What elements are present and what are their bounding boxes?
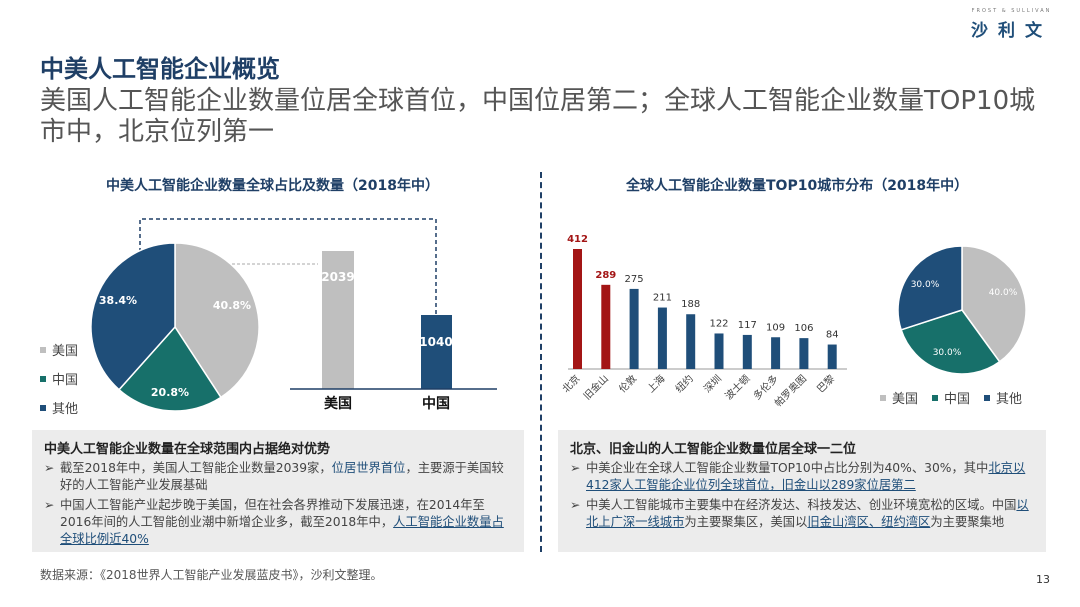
city-bar — [714, 333, 724, 369]
svg-text:中国: 中国 — [422, 395, 450, 412]
city-bar — [686, 314, 696, 369]
data-source-note: 数据来源：《2018世界人工智能产业发展蓝皮书》，沙利文整理。 — [40, 568, 383, 582]
left-bullet-2: ➢ 中国人工智能产业起步晚于美国，但在社会各界推动下发展迅速，在2014年至20… — [44, 498, 504, 546]
panel-divider — [540, 172, 542, 552]
logo-subtitle: FROST & SULLIVAN — [971, 8, 1052, 14]
right-pie: 40.0% 30.0% 30.0% — [897, 245, 1027, 375]
legend-item-usa: 美国 — [40, 335, 78, 364]
svg-text:美国: 美国 — [324, 395, 352, 412]
svg-text:275: 275 — [625, 274, 644, 285]
left-bullet-1: ➢ 截至2018年中，美国人工智能企业数量2039家，位居世界首位，主要源于美国… — [44, 461, 504, 492]
left-pie-legend: 美国 中国 其他 — [40, 335, 78, 422]
left-pie: 40.8% 20.8% 38.4% — [90, 242, 260, 412]
city-bar — [742, 334, 752, 369]
city-label: 深圳 — [701, 373, 724, 396]
arrow-bullet-icon: ➢ — [44, 498, 55, 512]
city-bar — [799, 338, 809, 369]
left-summary-box: 中美人工智能企业数量在全球范围内占据绝对优势 ➢ 截至2018年中，美国人工智能… — [32, 430, 524, 552]
left-box-title: 中美人工智能企业数量在全球范围内占据绝对优势 — [44, 442, 331, 457]
page-number: 13 — [1036, 573, 1050, 586]
svg-text:188: 188 — [681, 299, 700, 310]
right-box-title: 北京、旧金山的人工智能企业数量位居全球一二位 — [570, 442, 857, 457]
page-title: 中美人工智能企业概览 — [40, 55, 280, 83]
legend-swatch-icon — [40, 404, 46, 411]
right-pie-legend: 美国 中国 其他 — [880, 388, 1022, 407]
brand-logo: FROST & SULLIVAN 沙利文 — [971, 8, 1052, 41]
connector-dashed — [139, 218, 437, 316]
svg-text:412: 412 — [567, 234, 588, 245]
city-bar — [657, 307, 667, 369]
city-label: 上海 — [644, 372, 667, 395]
svg-text:20.8%: 20.8% — [151, 386, 189, 399]
right-chart-title: 全球人工智能企业数量TOP10城市分布（2018年中） — [626, 178, 969, 194]
bar-china — [421, 315, 452, 389]
right-summary-box: 北京、旧金山的人工智能企业数量位居全球一二位 ➢ 中美企业在全球人工智能企业数量… — [558, 430, 1046, 552]
svg-text:30.0%: 30.0% — [911, 280, 940, 290]
legend-item-china: 中国 — [40, 364, 78, 393]
right-bullet-2: ➢ 中美人工智能城市主要集中在经济发达、科技发达、创业环境宽松的区域。中国以北上… — [570, 498, 1029, 529]
svg-text:117: 117 — [738, 320, 757, 331]
svg-text:2039: 2039 — [321, 270, 354, 284]
svg-text:109: 109 — [766, 322, 785, 333]
city-bar-chart: 412 北京 289 旧金山 275 伦敦 211 上海 188 纽约 122 深圳 117 波士顿 109… — [559, 234, 847, 409]
city-label: 伦敦 — [616, 372, 639, 395]
svg-text:40.0%: 40.0% — [989, 288, 1018, 298]
legend-swatch-icon — [880, 394, 886, 401]
city-label: 波士顿 — [722, 372, 752, 402]
svg-text:30.0%: 30.0% — [933, 348, 962, 358]
city-label: 帕罗奥图 — [772, 372, 809, 409]
svg-text:106: 106 — [794, 323, 813, 334]
legend-swatch-icon — [932, 394, 939, 401]
left-chart-graphics: 40.8% 20.8% 38.4% 2039 1040 美国 中国 — [90, 218, 497, 412]
city-bar — [601, 284, 611, 369]
svg-text:40.8%: 40.8% — [213, 299, 251, 312]
legend-item-china: 中国 — [932, 388, 970, 407]
logo-text: 沙利文 — [971, 21, 1052, 41]
arrow-bullet-icon: ➢ — [570, 498, 581, 512]
page-subtitle: 美国人工智能企业数量位居全球首位，中国位居第二；全球人工智能企业数量TOP10城… — [40, 86, 1036, 147]
left-chart-title: 中美人工智能企业数量全球占比及数量（2018年中） — [106, 178, 439, 194]
legend-item-other: 其他 — [40, 393, 78, 422]
legend-item-other: 其他 — [984, 388, 1022, 407]
arrow-bullet-icon: ➢ — [44, 461, 55, 475]
legend-swatch-icon — [40, 375, 46, 382]
svg-text:38.4%: 38.4% — [99, 294, 137, 307]
city-bar — [827, 344, 837, 369]
city-bar — [771, 337, 781, 369]
city-bar — [573, 249, 582, 369]
left-bar-chart: 2039 1040 美国 中国 — [290, 251, 497, 412]
svg-text:84: 84 — [826, 330, 839, 341]
city-label: 旧金山 — [581, 372, 611, 402]
legend-item-usa: 美国 — [880, 388, 918, 407]
city-label: 巴黎 — [814, 372, 837, 395]
city-label: 北京 — [559, 372, 582, 395]
svg-text:1040: 1040 — [419, 335, 452, 349]
right-bullet-1: ➢ 中美企业在全球人工智能企业数量TOP10中占比分别为40%、30%，其中北京… — [570, 461, 1026, 492]
svg-text:211: 211 — [653, 293, 672, 304]
arrow-bullet-icon: ➢ — [570, 461, 581, 475]
legend-swatch-icon — [984, 394, 991, 401]
svg-text:122: 122 — [709, 318, 728, 329]
legend-swatch-icon — [40, 346, 46, 353]
bar-usa — [322, 251, 354, 389]
city-label: 纽约 — [672, 372, 695, 395]
svg-text:289: 289 — [595, 270, 616, 281]
city-bar — [629, 288, 639, 369]
